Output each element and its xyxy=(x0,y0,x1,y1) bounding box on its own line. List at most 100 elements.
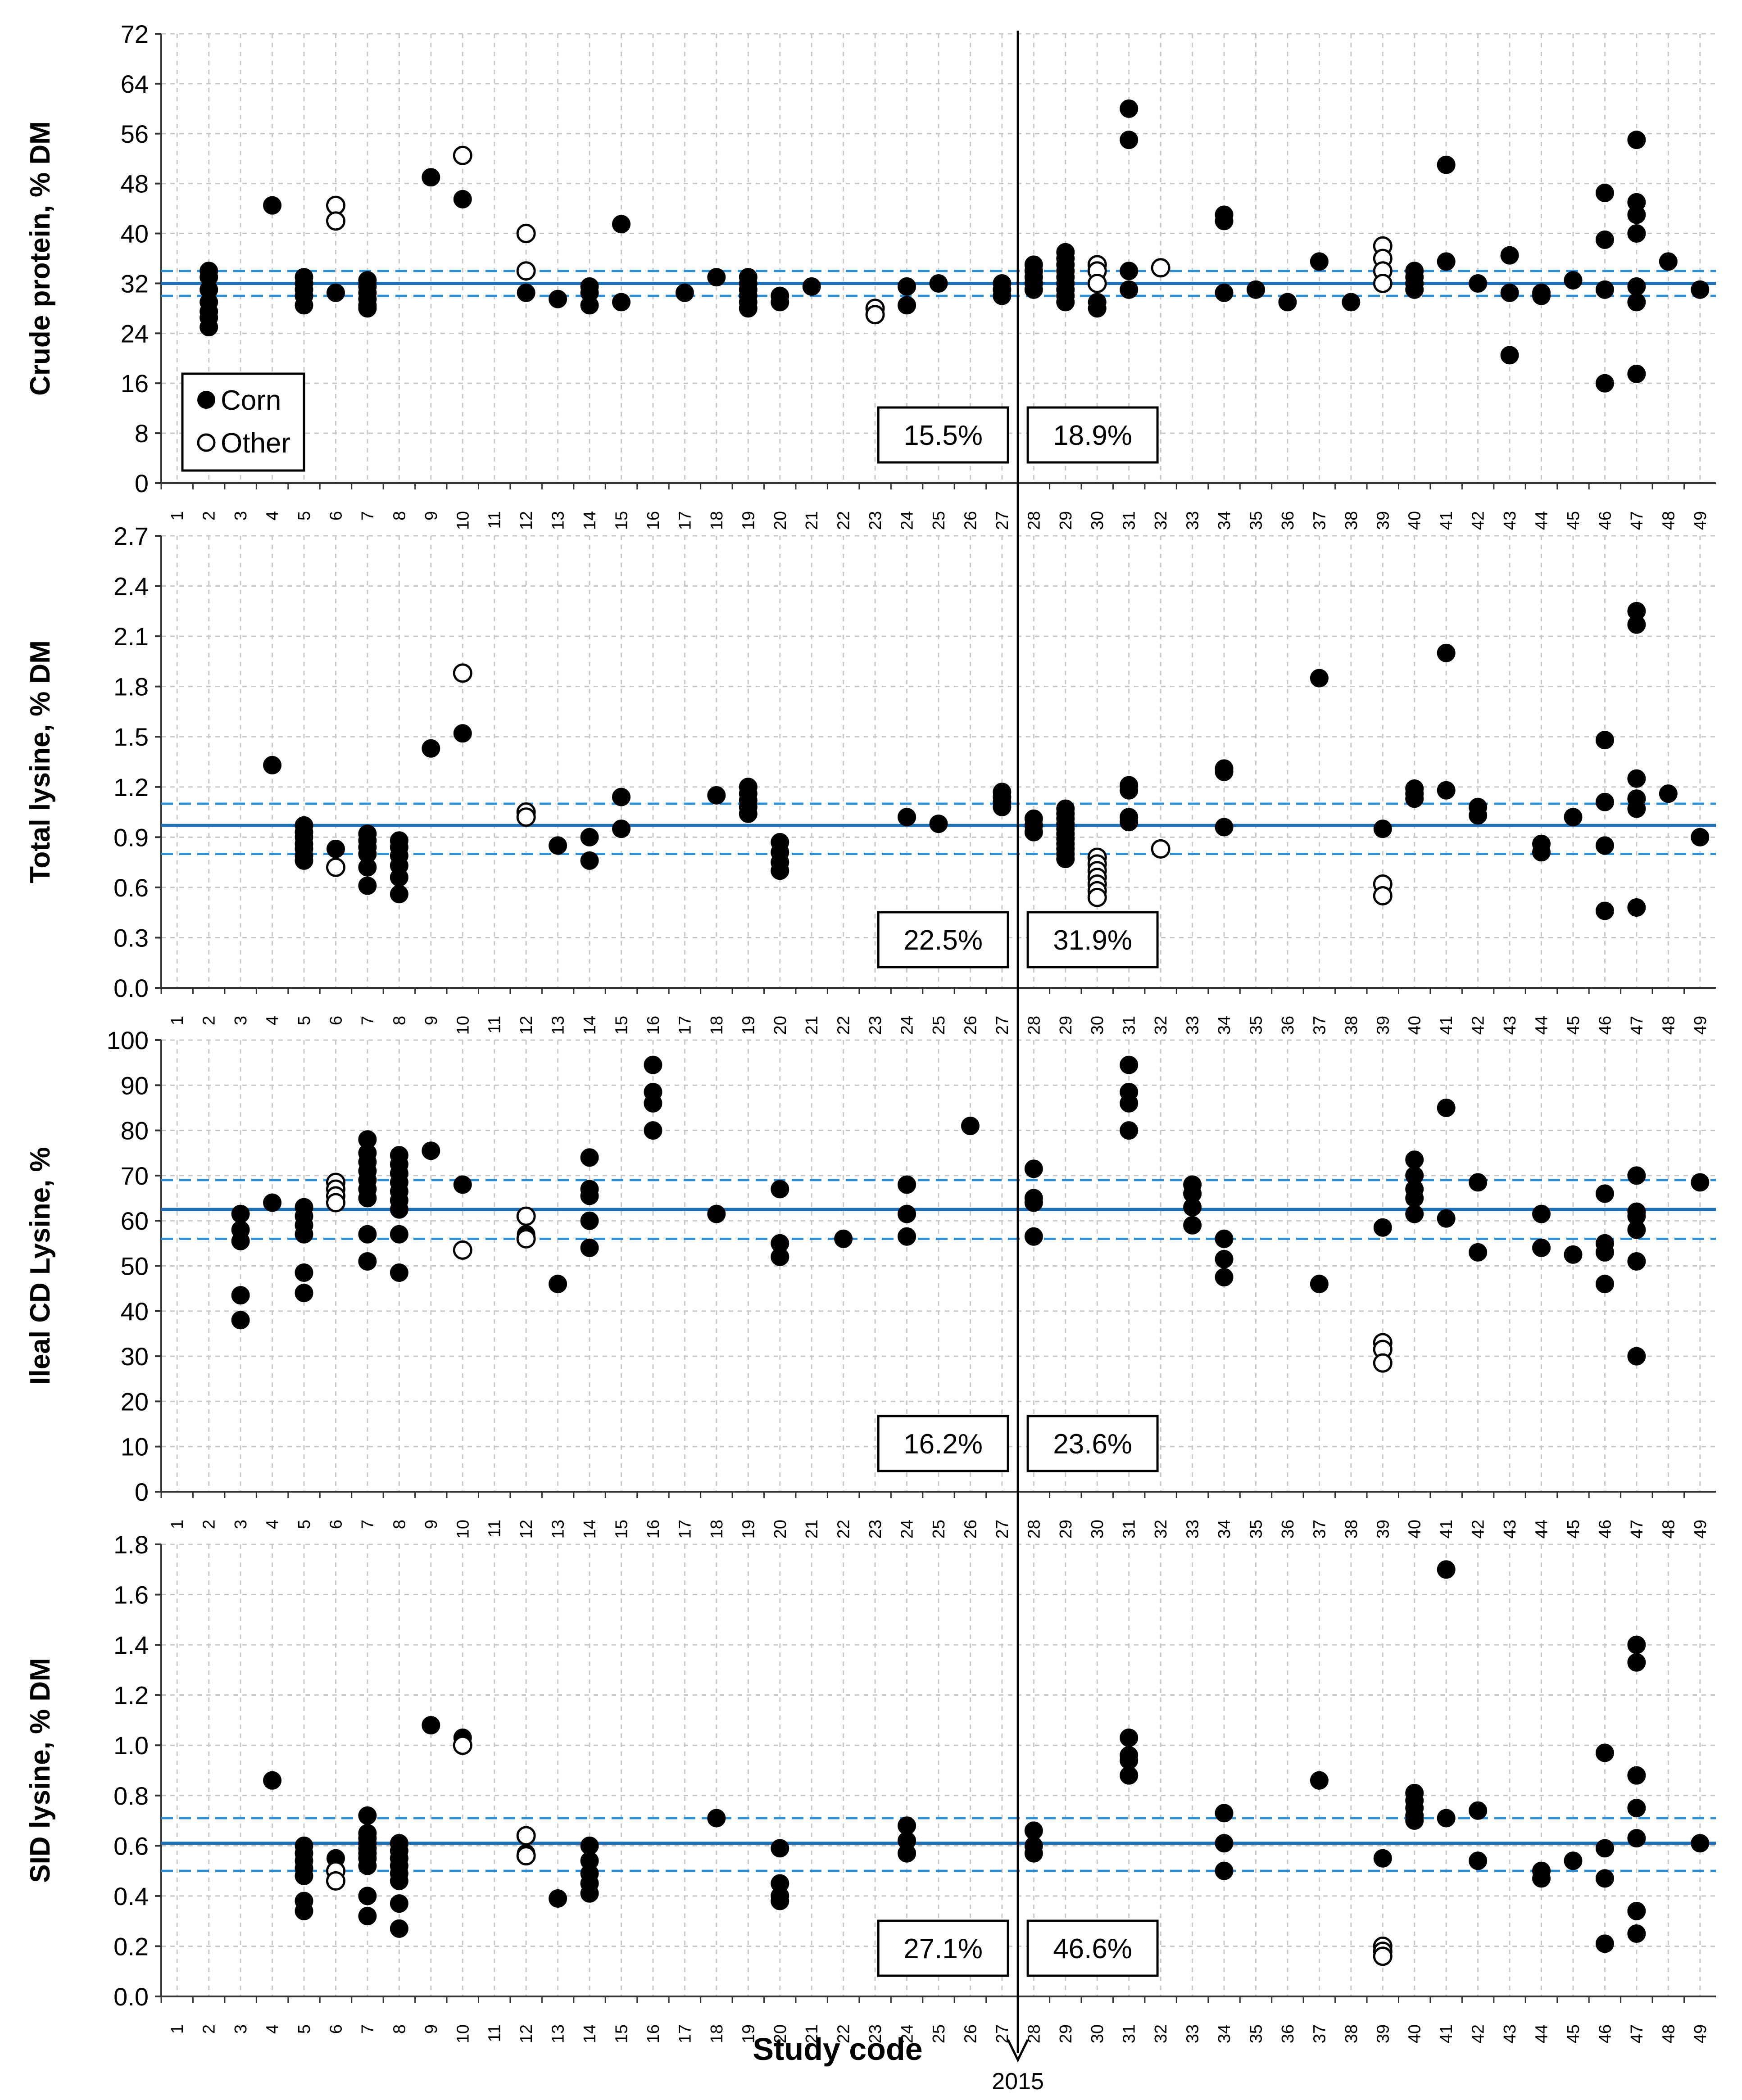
x-tick-label: 13 xyxy=(549,2024,568,2043)
legend: Corn Other xyxy=(181,372,305,472)
corn-point xyxy=(1627,224,1646,243)
x-tick-label: 4 xyxy=(263,1016,282,1025)
corn-point xyxy=(1405,280,1424,299)
corn-point xyxy=(1627,1799,1646,1818)
cv-after-box xyxy=(1026,1919,1159,1977)
corn-point xyxy=(263,756,282,774)
y-tick-label: 2.1 xyxy=(113,622,149,651)
corn-point xyxy=(1215,762,1234,781)
x-tick-label: 31 xyxy=(1120,1520,1139,1539)
corn-point xyxy=(1120,1055,1139,1074)
corn-point xyxy=(549,1889,567,1908)
x-tick-label: 27 xyxy=(993,511,1012,530)
other-point xyxy=(1151,258,1170,278)
corn-point xyxy=(1532,1869,1551,1888)
x-tick-label: 19 xyxy=(739,1520,758,1539)
corn-point xyxy=(1627,1635,1646,1654)
corn-point xyxy=(898,1175,916,1194)
corn-point xyxy=(1469,1243,1488,1262)
x-tick-label: 6 xyxy=(327,511,345,520)
x-tick-label: 30 xyxy=(1088,2024,1107,2043)
corn-point xyxy=(1215,212,1234,231)
x-tick-label: 41 xyxy=(1437,1016,1456,1035)
y-tick-label: 1.6 xyxy=(113,1581,149,1609)
corn-point xyxy=(1215,1861,1234,1880)
x-tick-label: 2 xyxy=(200,1016,219,1025)
other-point xyxy=(326,1193,345,1213)
y-tick-label: 0.0 xyxy=(113,1982,149,2011)
corn-point xyxy=(390,1225,408,1244)
corn-point xyxy=(358,1252,377,1271)
x-tick-label: 17 xyxy=(676,511,694,530)
y-tick-label: 0.6 xyxy=(113,873,149,902)
corn-point xyxy=(993,286,1012,305)
x-tick-label: 20 xyxy=(771,2024,790,2043)
x-tick-label: 26 xyxy=(961,511,980,530)
x-tick-label: 29 xyxy=(1057,511,1075,530)
other-point xyxy=(516,224,536,244)
corn-point xyxy=(295,851,313,870)
x-tick-label: 17 xyxy=(676,1016,694,1035)
x-tick-label: 21 xyxy=(803,1016,821,1035)
y-tick-label: 0 xyxy=(135,469,149,498)
corn-point xyxy=(390,1894,408,1913)
x-tick-label: 12 xyxy=(517,511,536,530)
x-tick-label: 2 xyxy=(200,1520,219,1529)
divider-year-label: 2015 xyxy=(992,2068,1044,2095)
corn-point xyxy=(771,1892,789,1910)
x-tick-label: 37 xyxy=(1310,2024,1329,2043)
corn-point xyxy=(898,1227,916,1246)
corn-point xyxy=(1627,1347,1646,1366)
corn-point xyxy=(1056,293,1075,312)
x-tick-label: 19 xyxy=(739,511,758,530)
y-tick-label: 1.2 xyxy=(113,773,149,801)
x-tick-label: 7 xyxy=(358,1016,377,1025)
x-tick-label: 15 xyxy=(612,1016,631,1035)
x-tick-label: 12 xyxy=(517,1016,536,1035)
x-tick-label: 32 xyxy=(1152,2024,1170,2043)
y-tick-label: 0.0 xyxy=(113,974,149,1002)
x-tick-label: 28 xyxy=(1025,511,1043,530)
x-tick-label: 35 xyxy=(1247,511,1266,530)
corn-point xyxy=(549,290,567,308)
corn-point xyxy=(771,293,789,312)
corn-point xyxy=(1120,1728,1139,1747)
x-tick-label: 9 xyxy=(422,1520,441,1529)
corn-point xyxy=(644,1094,662,1113)
y-axis-label: Crude protein, % DM xyxy=(25,121,56,396)
corn-point xyxy=(1215,1268,1234,1287)
x-tick-label: 7 xyxy=(358,511,377,520)
corn-point xyxy=(326,283,345,302)
corn-point xyxy=(1595,1275,1614,1294)
y-tick-label: 40 xyxy=(121,1297,149,1326)
x-tick-label: 38 xyxy=(1342,511,1361,530)
corn-point xyxy=(929,274,948,293)
x-tick-label: 48 xyxy=(1659,2024,1678,2043)
corn-point xyxy=(390,885,408,904)
corn-point xyxy=(1120,99,1139,118)
corn-point xyxy=(1120,262,1139,281)
x-tick-label: 33 xyxy=(1184,2024,1202,2043)
corn-point xyxy=(1595,1869,1614,1888)
x-tick-label: 19 xyxy=(739,1016,758,1035)
x-tick-label: 49 xyxy=(1691,1016,1710,1035)
corn-point xyxy=(580,1148,599,1167)
x-tick-label: 41 xyxy=(1437,1520,1456,1539)
corn-point xyxy=(1310,252,1329,271)
x-tick-label: 36 xyxy=(1279,2024,1297,2043)
x-tick-label: 25 xyxy=(930,511,948,530)
corn-point xyxy=(1215,1229,1234,1248)
x-tick-label: 29 xyxy=(1057,1016,1075,1035)
corn-point xyxy=(1691,828,1710,846)
corn-point xyxy=(295,296,313,315)
corn-point xyxy=(1215,1804,1234,1823)
x-tick-label: 47 xyxy=(1628,511,1647,530)
y-tick-label: 30 xyxy=(121,1342,149,1371)
cv-after-label: 23.6% xyxy=(1053,1429,1132,1460)
cv-after-box xyxy=(1026,1415,1159,1472)
x-tick-label: 1 xyxy=(168,511,187,520)
divider-arrow-icon xyxy=(1007,2039,1029,2063)
x-tick-label: 11 xyxy=(485,1520,504,1537)
other-point xyxy=(1373,886,1393,905)
